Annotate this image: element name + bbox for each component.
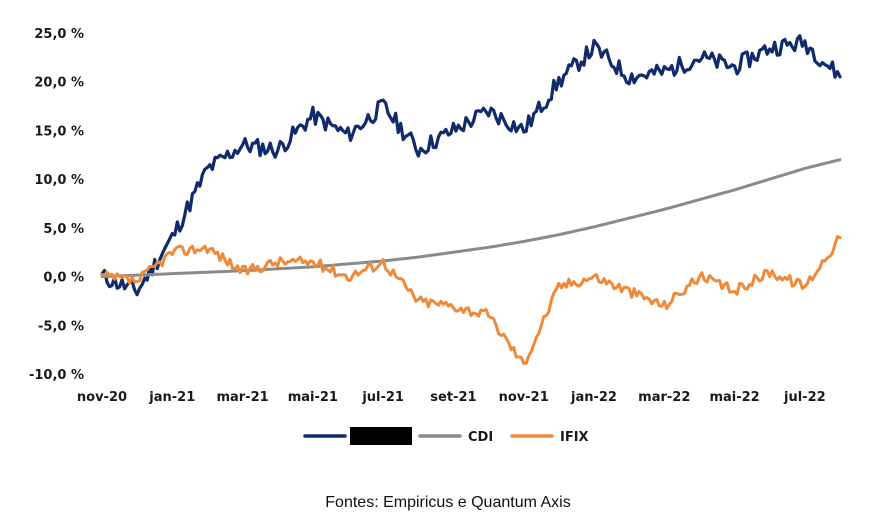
- x-axis-ticks: nov-20 jan-21 mar-21 mai-21 jul-21 set-21 nov-…: [77, 390, 826, 405]
- y-tick-label: 0,0 %: [43, 271, 84, 286]
- y-tick-label: 20,0 %: [34, 76, 84, 91]
- x-tick-label: nov-21: [499, 390, 549, 405]
- series-line: [100, 235, 842, 365]
- series-lines: [100, 34, 842, 365]
- x-tick-label: set-21: [430, 390, 476, 405]
- x-tick-label: jan-21: [148, 390, 195, 405]
- legend-redaction-box: [350, 427, 412, 445]
- series-line: [100, 34, 842, 297]
- y-tick-label: 10,0 %: [34, 173, 84, 188]
- x-tick-label: nov-20: [77, 390, 127, 405]
- y-tick-label: 15,0 %: [34, 124, 84, 139]
- source-note: Fontes: Empiricus e Quantum Axis: [325, 494, 571, 511]
- line-chart: 25,0 % 20,0 % 15,0 % 10,0 % 5,0 % 0,0 % -5,0 %…: [29, 27, 842, 445]
- x-tick-label: jan-22: [570, 390, 617, 405]
- y-tick-label: -5,0 %: [38, 319, 84, 334]
- y-tick-label: -10,0 %: [29, 368, 84, 383]
- y-tick-label: 5,0 %: [43, 222, 84, 237]
- x-tick-label: mai-22: [709, 390, 759, 405]
- x-tick-label: mar-21: [216, 390, 268, 405]
- x-tick-label: mai-21: [288, 390, 338, 405]
- legend: CDI IFIX: [303, 427, 589, 445]
- series-line: [100, 158, 842, 279]
- y-axis-ticks: 25,0 % 20,0 % 15,0 % 10,0 % 5,0 % 0,0 % -5,0 %…: [29, 27, 84, 383]
- x-tick-label: jul-22: [783, 390, 826, 405]
- y-tick-label: 25,0 %: [34, 27, 84, 42]
- legend-label: IFIX: [560, 430, 589, 445]
- x-tick-label: mar-22: [638, 390, 690, 405]
- x-tick-label: jul-21: [361, 390, 404, 405]
- legend-label: CDI: [468, 430, 493, 445]
